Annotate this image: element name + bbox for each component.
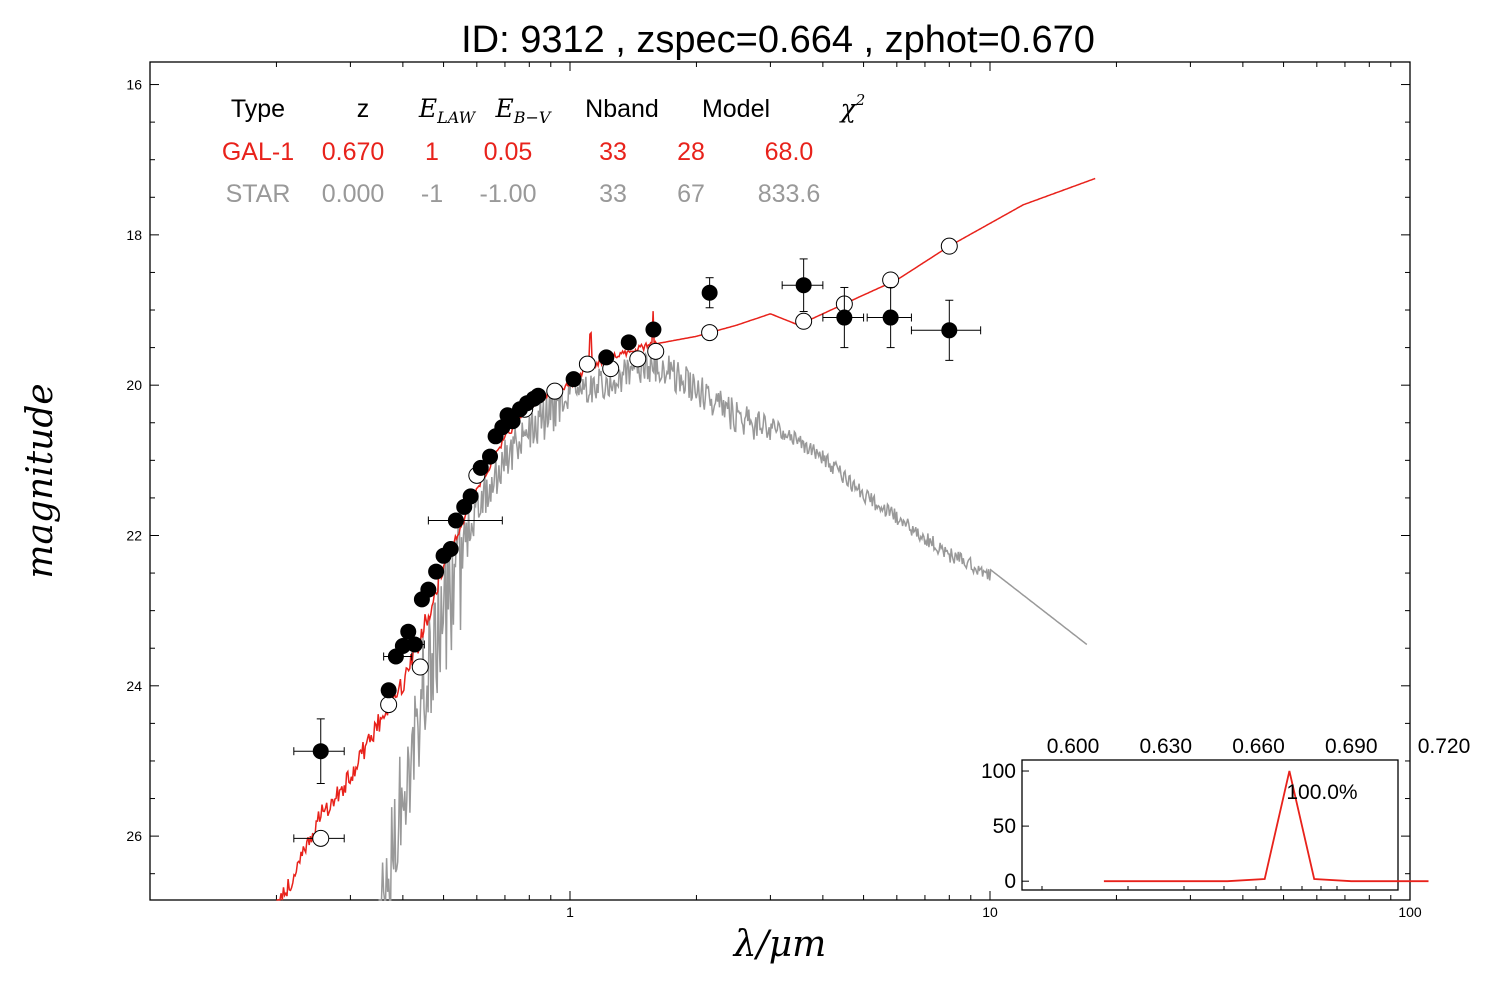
observed-point <box>420 581 437 598</box>
x-tick-label: 100 <box>1398 904 1422 920</box>
table-cell: 833.6 <box>758 180 821 208</box>
model-point <box>629 350 647 368</box>
model-point <box>882 271 900 289</box>
y-tick-label: 24 <box>126 678 142 694</box>
observed-point <box>701 284 718 301</box>
inset-x-tick-label: 0.600 <box>1047 735 1100 758</box>
table-header: Type <box>231 95 285 123</box>
observed-point <box>380 682 397 699</box>
table-header: Model <box>702 95 770 123</box>
x-tick-label: 10 <box>982 904 998 920</box>
observed-point <box>504 413 521 430</box>
photometry-points <box>293 237 982 847</box>
observed-point <box>565 371 582 388</box>
inset-axis-ticks: 0.600 0.630 0.660 0.690 0.720 0 50 100 <box>981 735 1470 893</box>
inset-frame <box>1021 759 1399 891</box>
observed-point <box>882 309 899 326</box>
inset-x-tick-label: 0.630 <box>1139 735 1192 758</box>
model-point <box>795 312 813 330</box>
observed-point <box>645 321 662 338</box>
model-point <box>647 342 665 360</box>
observed-point <box>442 541 459 558</box>
model-point <box>546 382 564 400</box>
observed-point <box>941 322 958 339</box>
observed-point <box>447 512 464 529</box>
table-header: z <box>357 95 370 123</box>
table-header: Nband <box>585 95 659 123</box>
table-cell: 33 <box>599 180 627 208</box>
inset-y-tick-label: 50 <box>993 815 1016 838</box>
table-cell: 28 <box>677 138 705 166</box>
model-point <box>701 324 719 342</box>
table-cell: 68.0 <box>765 138 814 166</box>
table-cell: 67 <box>677 180 705 208</box>
y-tick-label: 16 <box>126 77 142 93</box>
model-curves <box>276 177 1096 901</box>
inset-x-tick-label: 0.690 <box>1325 735 1378 758</box>
observed-point <box>312 743 329 760</box>
inset-x-tick-label: 0.660 <box>1232 735 1285 758</box>
observed-point <box>428 563 445 580</box>
table-cell: 0.670 <box>322 138 385 166</box>
table-cell: -1 <box>421 180 443 208</box>
x-tick-label: 1 <box>566 904 574 920</box>
observed-point <box>400 623 417 640</box>
observed-point <box>795 277 812 294</box>
chart-title: ID: 9312 , zspec=0.664 , zphot=0.670 <box>461 19 1095 61</box>
table-cell: GAL-1 <box>222 138 294 166</box>
table-cell: STAR <box>226 180 291 208</box>
y-tick-label: 18 <box>126 227 142 243</box>
inset-y-tick-label: 0 <box>1004 870 1016 893</box>
table-header-subscript: LAW <box>436 108 477 127</box>
model-point <box>940 237 958 255</box>
observed-point <box>462 488 479 505</box>
table-cell: 0.000 <box>322 180 385 208</box>
model-point <box>578 355 596 373</box>
model-point <box>411 658 429 676</box>
x-axis-label: λ/μm <box>732 924 826 965</box>
table-header-subscript: B−V <box>513 108 552 127</box>
y-tick-label: 20 <box>126 377 142 393</box>
observed-point <box>598 349 615 366</box>
table-cell: 1 <box>425 138 439 166</box>
observed-point <box>836 309 853 326</box>
star-model-spectrum <box>378 348 1088 901</box>
pdf-percentage: 100.0% <box>1286 781 1357 804</box>
inset-x-tick-label: 0.720 <box>1418 735 1471 758</box>
model-point <box>312 829 330 847</box>
model-point <box>380 696 398 714</box>
table-header-superscript: 2 <box>855 91 866 109</box>
observed-point <box>482 448 499 465</box>
observed-point <box>530 387 547 404</box>
y-tick-label: 26 <box>126 828 142 844</box>
observed-point <box>472 459 489 476</box>
observed-point <box>406 636 423 653</box>
redshift-pdf-inset: 0.600 0.630 0.660 0.690 0.720 0 50 100 100.0% <box>981 735 1470 893</box>
table-cell: -1.00 <box>480 180 537 208</box>
pdf-line <box>1103 770 1429 883</box>
y-axis-label: magnitude <box>20 383 61 578</box>
observed-point <box>620 334 637 351</box>
table-cell: 0.05 <box>484 138 533 166</box>
table-cell: 33 <box>599 138 627 166</box>
y-tick-label: 22 <box>126 527 142 543</box>
galaxy-model-spectrum <box>276 177 1096 901</box>
inset-y-tick-label: 100 <box>981 760 1016 783</box>
